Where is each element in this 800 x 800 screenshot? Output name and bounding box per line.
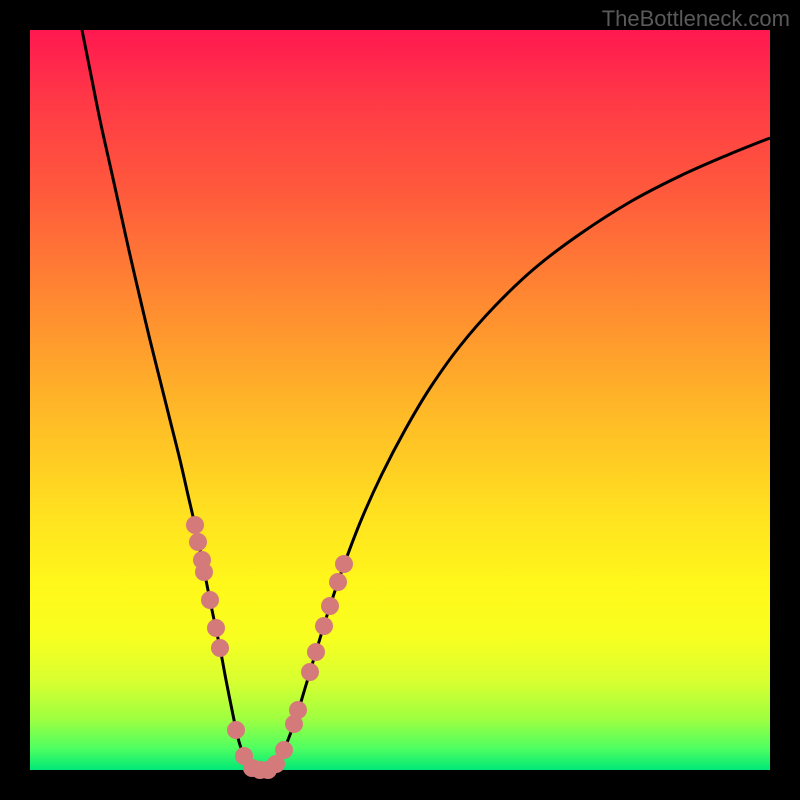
data-marker [195,563,213,581]
data-marker [307,643,325,661]
marker-group [186,516,353,779]
data-marker [301,663,319,681]
data-marker [315,617,333,635]
data-marker [211,639,229,657]
data-marker [201,591,219,609]
data-marker [335,555,353,573]
data-marker [321,597,339,615]
data-marker [289,701,307,719]
right-curve [268,138,770,770]
data-marker [186,516,204,534]
data-marker [275,741,293,759]
chart-canvas: TheBottleneck.com [0,0,800,800]
data-marker [207,619,225,637]
data-marker [227,721,245,739]
data-marker [189,533,207,551]
data-marker [329,573,347,591]
left-curve [82,30,256,770]
chart-svg [30,30,770,770]
watermark-text: TheBottleneck.com [602,6,790,32]
